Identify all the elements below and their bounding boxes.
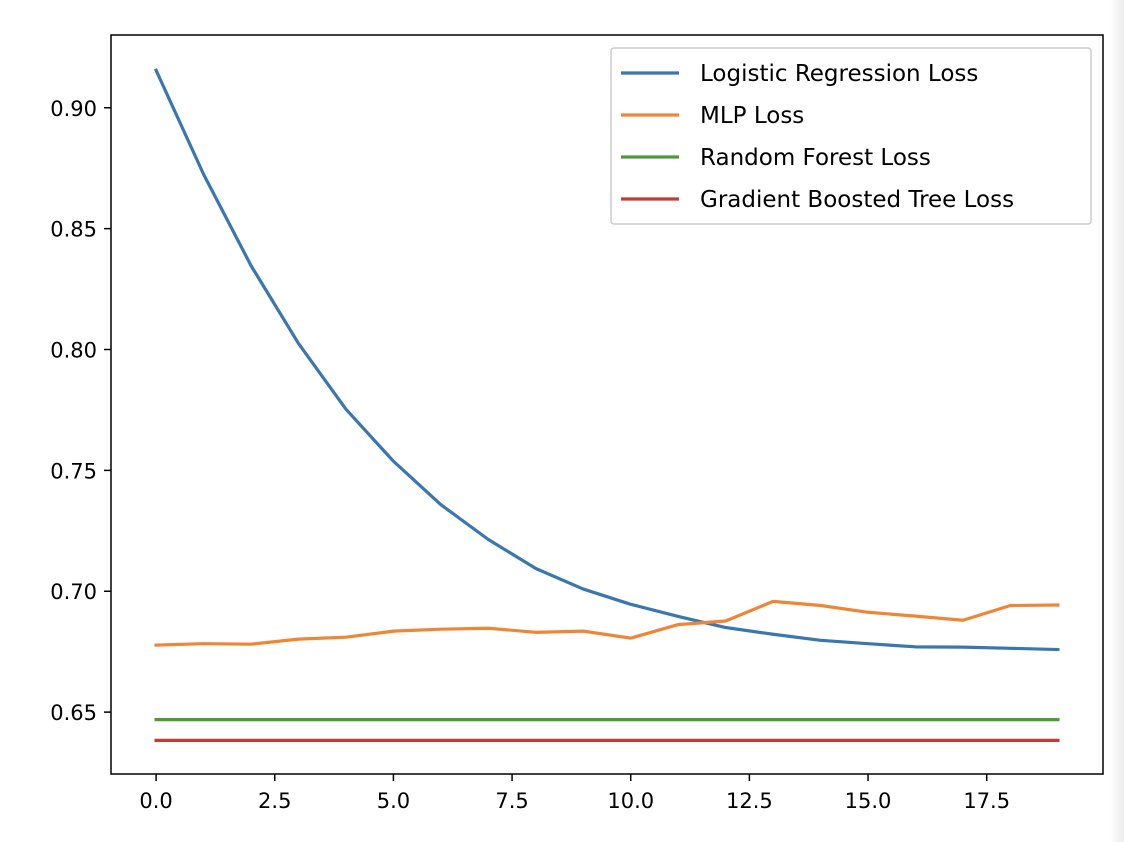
y-tick-label: 0.85 bbox=[50, 218, 97, 242]
y-axis: 0.65 0.70 0.75 0.80 0.85 0.90 bbox=[50, 97, 111, 725]
x-tick-label: 17.5 bbox=[963, 789, 1010, 813]
legend-label-logistic-regression-loss: Logistic Regression Loss bbox=[700, 61, 978, 87]
legend-label-random-forest-loss: Random Forest Loss bbox=[700, 145, 931, 171]
legend: Logistic Regression Loss MLP Loss Random F… bbox=[610, 47, 1092, 225]
x-tick-label: 7.5 bbox=[495, 789, 528, 813]
series-line-logistic-regression-loss bbox=[153, 68, 1060, 652]
x-tick-label: 5.0 bbox=[377, 789, 410, 813]
legend-label-mlp-loss: MLP Loss bbox=[700, 103, 804, 129]
legend-box bbox=[610, 47, 1092, 225]
window-edge bbox=[1110, 0, 1124, 842]
y-tick-label: 0.80 bbox=[50, 339, 97, 363]
x-tick-label: 15.0 bbox=[845, 789, 892, 813]
y-tick-label: 0.75 bbox=[50, 459, 97, 483]
legend-label-gradient-boosted-tree-loss: Gradient Boosted Tree Loss bbox=[700, 187, 1014, 213]
x-tick-label: 0.0 bbox=[139, 789, 172, 813]
y-tick-label: 0.90 bbox=[50, 97, 97, 121]
x-axis: 0.0 2.5 5.0 7.5 10.0 12.5 15.0 17.5 bbox=[139, 774, 1010, 813]
y-tick-label: 0.70 bbox=[50, 580, 97, 604]
plot-frame bbox=[110, 34, 1104, 775]
x-tick-label: 12.5 bbox=[726, 789, 773, 813]
y-tick-label: 0.65 bbox=[50, 701, 97, 725]
x-tick-label: 10.0 bbox=[607, 789, 654, 813]
x-tick-label: 2.5 bbox=[258, 789, 291, 813]
series-line-mlp-loss bbox=[154, 599, 1060, 647]
series-lines bbox=[153, 68, 1060, 743]
